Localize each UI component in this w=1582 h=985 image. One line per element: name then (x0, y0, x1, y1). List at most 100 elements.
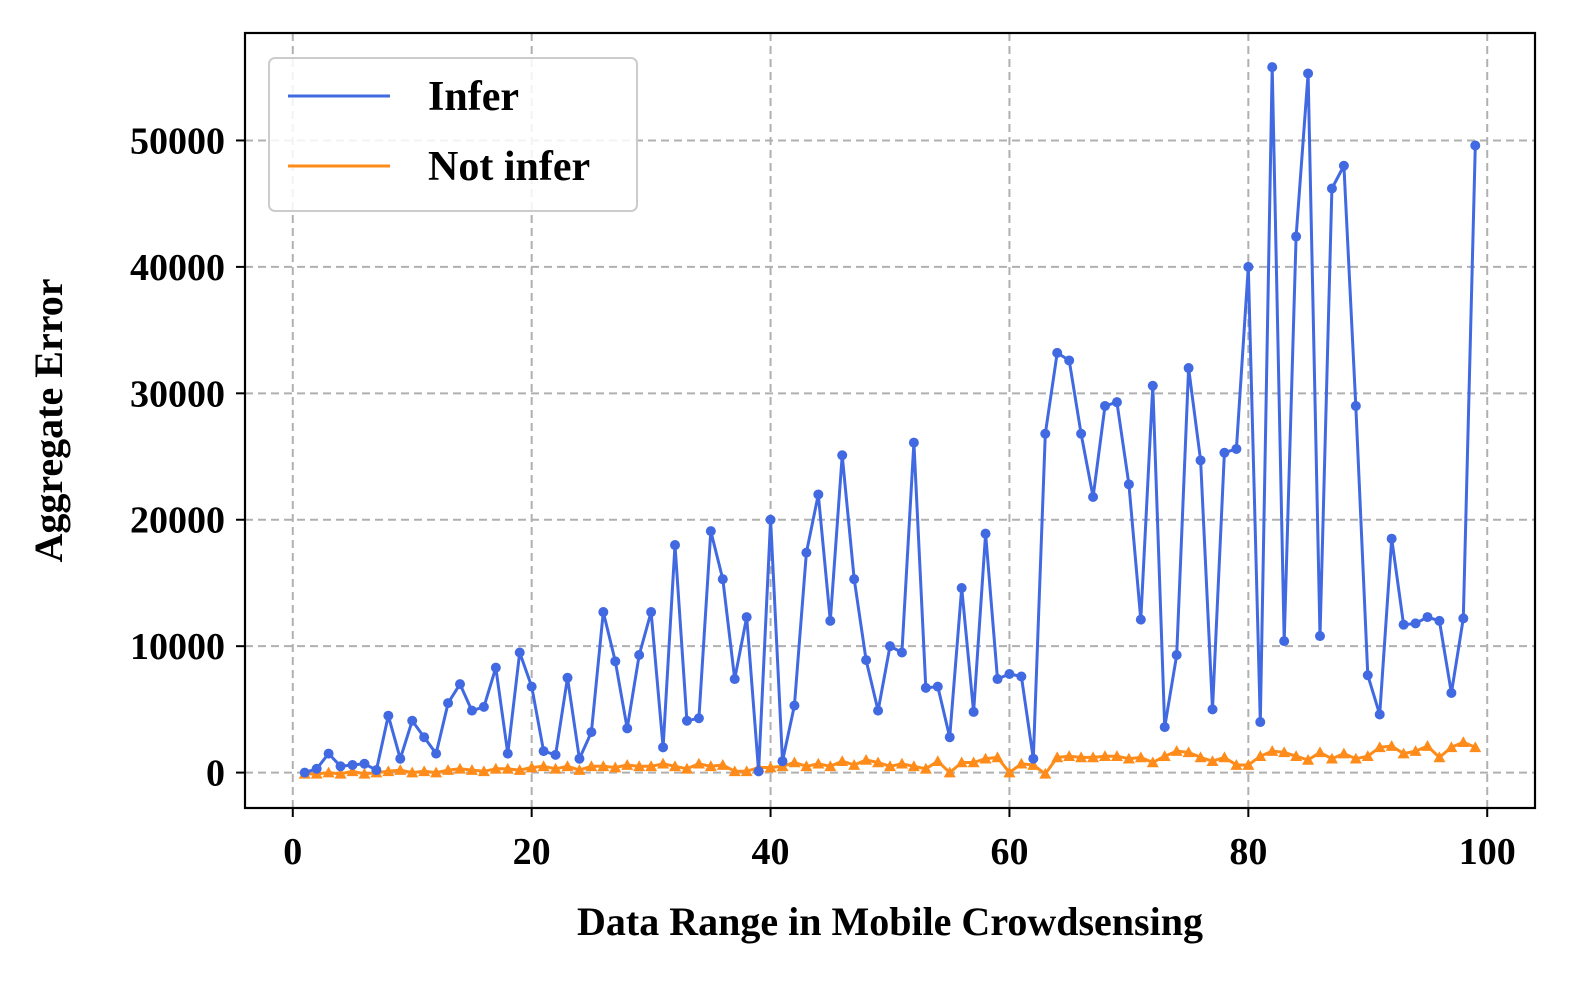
data-point (848, 759, 861, 770)
data-point (1445, 741, 1458, 753)
data-point (1218, 751, 1231, 763)
x-tick-label: 60 (990, 831, 1028, 873)
data-point (1349, 752, 1362, 764)
data-point (1421, 740, 1434, 751)
data-point (1159, 722, 1170, 733)
data-point (1183, 363, 1194, 374)
data-point (692, 757, 705, 769)
data-point (943, 766, 956, 778)
data-point (1242, 759, 1255, 770)
x-tick-label: 100 (1459, 831, 1516, 873)
data-point (1100, 400, 1110, 411)
data-point (801, 547, 812, 558)
data-point (1016, 671, 1027, 682)
data-point (728, 765, 741, 777)
data-point (1110, 750, 1123, 761)
data-point (765, 514, 776, 525)
data-point (669, 760, 681, 772)
data-point (465, 764, 478, 775)
data-point (621, 759, 634, 770)
data-point (455, 679, 465, 690)
x-tick-label: 0 (283, 831, 302, 873)
data-point (1337, 747, 1350, 759)
data-point (884, 760, 896, 772)
data-point (1373, 741, 1386, 753)
data-point (1231, 443, 1242, 454)
data-point (538, 746, 549, 757)
data-point (1195, 455, 1206, 466)
data-point (1040, 428, 1051, 439)
data-point (907, 760, 920, 772)
data-point (1361, 750, 1374, 761)
data-point (777, 756, 788, 767)
data-point (800, 760, 813, 772)
data-point (968, 706, 979, 717)
data-point (956, 583, 967, 594)
data-point (1230, 759, 1243, 770)
data-point (681, 715, 692, 726)
data-point (1290, 750, 1303, 761)
data-point (693, 713, 704, 724)
data-point (1027, 759, 1040, 770)
data-point (1028, 753, 1039, 764)
data-point (1470, 140, 1481, 151)
data-point (908, 437, 919, 448)
data-point (419, 732, 430, 743)
data-point (609, 761, 622, 773)
data-point (658, 742, 669, 753)
data-point (860, 753, 873, 765)
data-point (346, 765, 359, 777)
tick-labels: 0 20 40 60 80 100 0 10000 20000 30000 40000 50000 (130, 120, 1516, 873)
y-tick-label: 30000 (130, 373, 225, 415)
data-point (311, 763, 322, 774)
data-point (598, 607, 609, 618)
data-point (430, 766, 443, 778)
data-point (716, 759, 729, 770)
data-point (1243, 261, 1254, 272)
data-point (395, 753, 406, 764)
data-point (1076, 428, 1087, 439)
data-point (574, 753, 585, 764)
data-point (1325, 752, 1338, 764)
data-point (1446, 687, 1457, 698)
data-point (861, 655, 872, 666)
data-point (885, 641, 895, 652)
data-point (1075, 751, 1088, 763)
data-point (824, 760, 837, 772)
data-point (634, 650, 645, 661)
legend-label-infer: Infer (428, 74, 519, 120)
data-point (573, 764, 586, 775)
data-point (1385, 740, 1398, 751)
data-point (1398, 619, 1409, 630)
data-point (561, 760, 574, 772)
data-point (1171, 650, 1182, 661)
data-point (1051, 751, 1064, 763)
data-point (597, 760, 610, 772)
data-point (1278, 746, 1291, 758)
data-point (513, 764, 526, 775)
data-point (454, 762, 466, 774)
data-point (717, 574, 728, 585)
data-point (873, 705, 884, 716)
x-tick-label: 40 (752, 831, 790, 873)
y-tick-label: 40000 (130, 247, 225, 289)
data-point (1135, 614, 1146, 625)
data-point (1063, 750, 1076, 761)
data-point (1315, 631, 1325, 642)
data-point (335, 761, 346, 772)
y-tick-label: 20000 (130, 500, 225, 542)
data-point (1279, 636, 1290, 647)
data-point (443, 698, 454, 709)
data-point (1088, 491, 1099, 502)
data-point (1087, 751, 1100, 763)
legend: Infer Not infer (268, 57, 638, 212)
data-point (944, 732, 955, 743)
data-point (1111, 397, 1122, 408)
data-point (502, 748, 513, 759)
data-point (442, 764, 455, 775)
data-point (383, 710, 394, 721)
data-point (967, 756, 980, 768)
data-point (1433, 751, 1446, 763)
data-point (1134, 751, 1147, 763)
data-point (1255, 717, 1266, 728)
